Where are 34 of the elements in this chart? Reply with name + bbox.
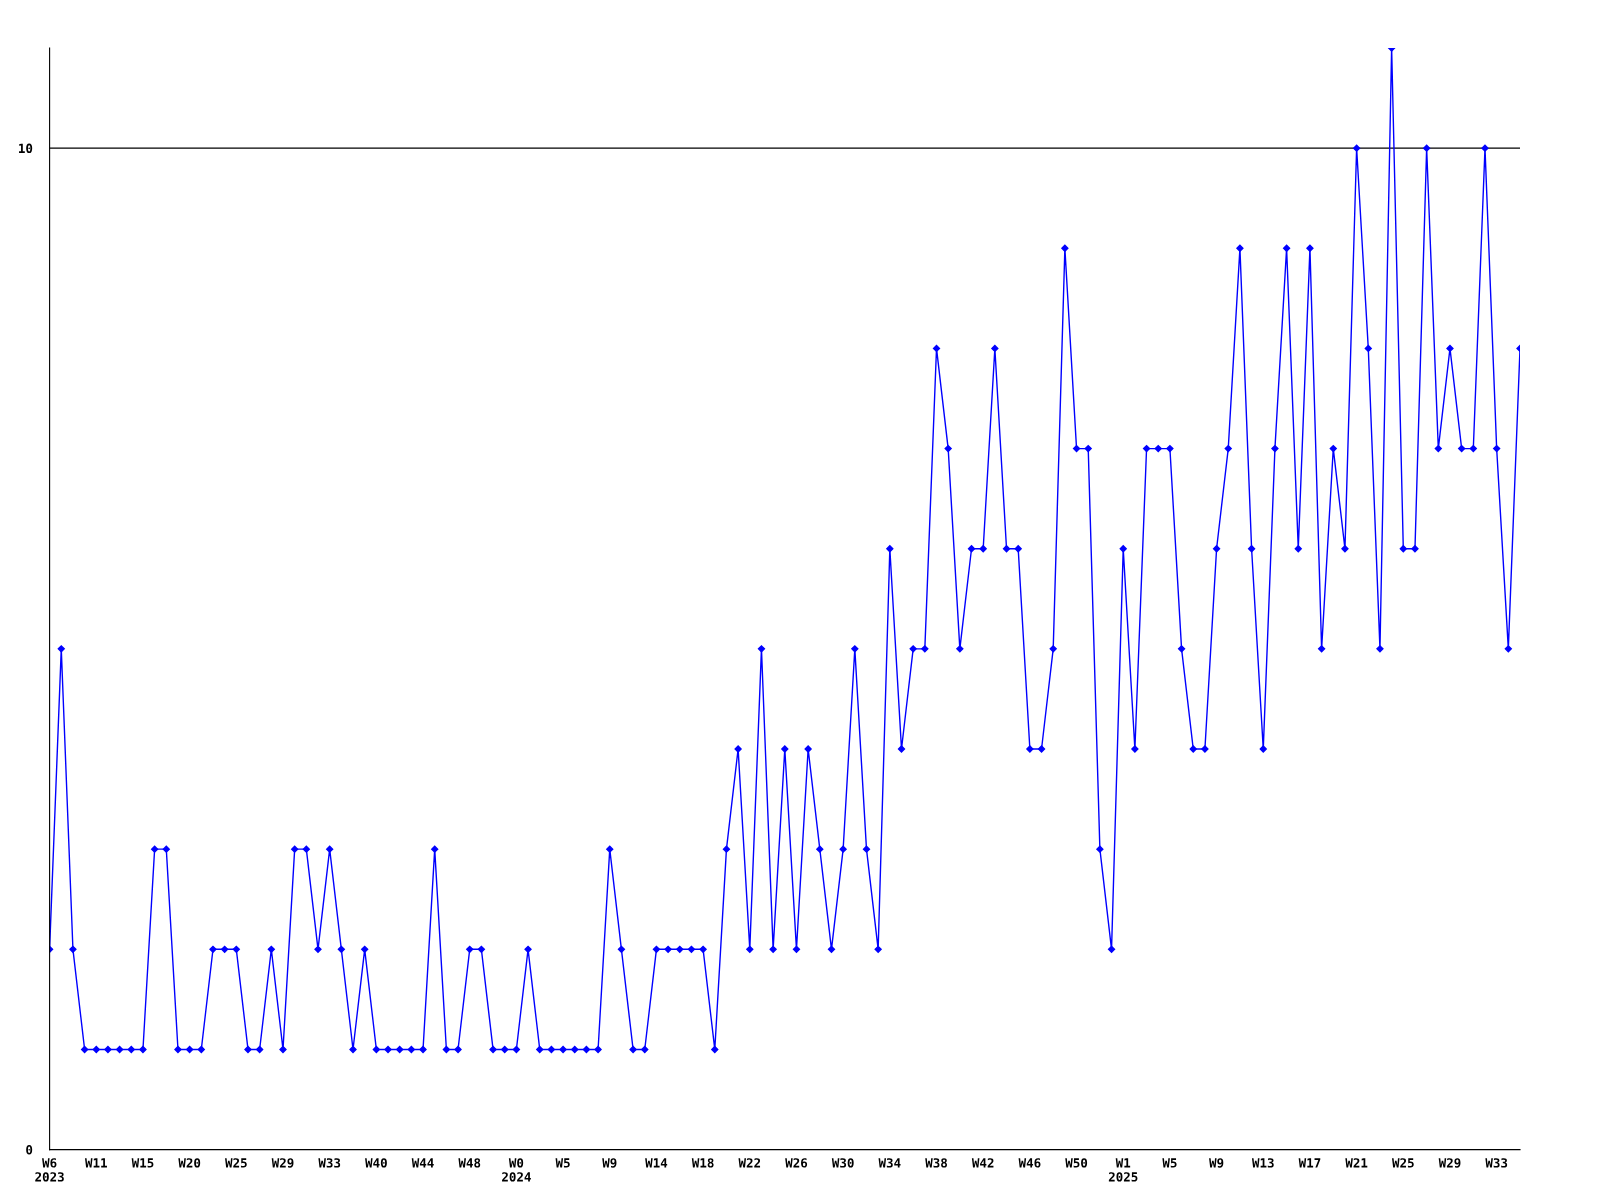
x-tick-label: W5 [1162,1158,1177,1168]
x-tick-label: W22 [738,1158,761,1168]
x-tick-label: W44 [411,1158,434,1168]
x-tick-label: W17 [1298,1158,1321,1168]
x-tick-label: W20 [178,1158,201,1168]
x-tick-label: W46 [1018,1158,1041,1168]
x-tick-label: W33 [318,1158,341,1168]
x-tick-label: W6 2023 [35,1158,64,1182]
x-tick-label: W29 [271,1158,294,1168]
x-tick-label: W15 [131,1158,154,1168]
x-tick-label: W33 [1485,1158,1508,1168]
x-tick-label: W18 [691,1158,714,1168]
x-tick-label: W5 [555,1158,570,1168]
x-tick-label: W14 [645,1158,668,1168]
x-tick-label: W21 [1345,1158,1368,1168]
x-tick-label: W48 [458,1158,481,1168]
x-tick-label: W9 [1209,1158,1224,1168]
x-tick-label: W30 [831,1158,854,1168]
x-tick-label: W26 [785,1158,808,1168]
x-tick-label: W42 [971,1158,994,1168]
x-tick-label: W34 [878,1158,901,1168]
x-tick-label: W25 [225,1158,247,1168]
x-tick-label: W1 2025 [1108,1158,1138,1182]
x-tick-label: W0 2024 [502,1158,531,1182]
y-tick-label: 0 [26,1145,33,1155]
x-tick-label: W29 [1438,1158,1461,1168]
x-tick-label: W38 [925,1158,948,1168]
x-tick-label: W50 [1065,1158,1088,1168]
x-tick-label: W13 [1251,1158,1274,1168]
x-tick-label: W11 [84,1158,107,1168]
y-tick-label: 10 [19,143,33,154]
x-tick-label: W9 [602,1158,617,1168]
x-tick-label: W40 [365,1158,387,1168]
x-tick-label: W25 [1392,1158,1414,1168]
